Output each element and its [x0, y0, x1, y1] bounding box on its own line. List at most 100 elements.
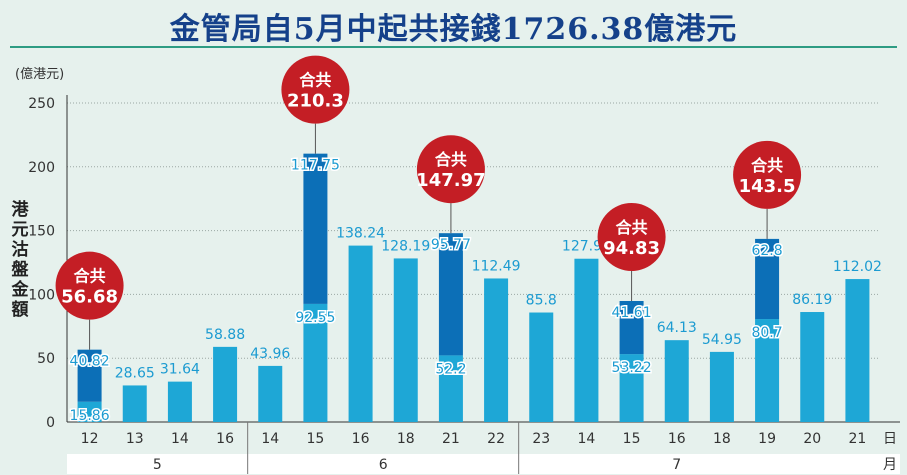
total-callout-prefix: 合共 [435, 150, 467, 169]
data-label: 43.96 [250, 346, 290, 362]
x-tick-label: 13 [126, 431, 144, 447]
y-unit-label: (億港元) [15, 66, 64, 82]
bar-segment [258, 365, 283, 422]
total-callout-value: 56.68 [61, 287, 118, 308]
total-callout [416, 135, 485, 204]
bar-segment [348, 245, 373, 422]
x-tick-label: 12 [81, 431, 99, 447]
y-axis-label-char: 港 [12, 199, 30, 220]
bar-segment [755, 238, 780, 320]
bar-segment [122, 385, 147, 422]
y-axis-label-char: 沽 [12, 239, 29, 260]
bar-segment [484, 278, 509, 422]
bar-segment [619, 354, 644, 422]
x-tick-label: 15 [307, 431, 325, 447]
y-tick-label: 0 [46, 415, 55, 431]
bar-segment [167, 381, 192, 422]
total-callout-prefix: 合共 [616, 218, 648, 237]
bar-segment [529, 312, 554, 422]
total-callout [55, 251, 124, 320]
data-label: 41.61 [612, 305, 652, 321]
bar-segment [800, 312, 825, 422]
data-label: 128.19 [381, 238, 430, 254]
x-tick-label: 14 [171, 431, 189, 447]
data-label: 28.65 [115, 365, 155, 381]
y-axis-label-char: 元 [12, 220, 29, 240]
total-callout-value: 210.3 [287, 91, 344, 112]
x-tick-label: 16 [668, 431, 686, 447]
data-label: 117.75 [291, 158, 340, 174]
bar-segment [845, 279, 870, 422]
x-unit-day-label: 日 [883, 431, 897, 447]
x-tick-label: 21 [849, 431, 867, 447]
x-tick-label: 21 [442, 431, 460, 447]
x-tick-label: 14 [578, 431, 596, 447]
data-label: 80.7 [751, 325, 782, 341]
data-label: 86.19 [792, 292, 832, 308]
data-label: 54.95 [702, 332, 742, 348]
data-label: 138.24 [336, 226, 385, 242]
month-band [67, 454, 900, 474]
data-label: 64.13 [657, 320, 697, 336]
bar-segment [77, 349, 102, 402]
x-tick-label: 23 [532, 431, 550, 447]
total-callout-prefix: 合共 [299, 71, 331, 90]
bar-segment [574, 258, 599, 422]
data-label: 58.88 [205, 327, 245, 343]
data-label: 31.64 [160, 362, 200, 378]
y-tick-label: 250 [28, 96, 55, 112]
total-callout [733, 140, 802, 209]
bar-segment [303, 303, 328, 422]
month-label: 7 [672, 457, 681, 473]
y-tick-label: 200 [28, 160, 55, 176]
chart-title: 金管局自5月中起共接錢1726.38億港元 [169, 12, 738, 47]
y-axis-label-char: 額 [11, 299, 29, 320]
bar-segment [664, 340, 689, 422]
data-label: 95.77 [431, 237, 471, 253]
total-callout [281, 55, 350, 124]
x-tick-label: 20 [803, 431, 821, 447]
x-unit-month-label: 月 [883, 457, 897, 473]
bar-segment [303, 153, 328, 304]
bar-segment [77, 401, 102, 422]
data-label: 112.49 [472, 258, 521, 274]
bar-segment [213, 346, 238, 422]
data-label: 92.55 [295, 310, 335, 326]
bar-segment [393, 258, 418, 422]
month-label: 5 [153, 457, 162, 473]
x-tick-label: 18 [713, 431, 731, 447]
bar-segment [438, 355, 463, 422]
x-tick-label: 16 [352, 431, 370, 447]
total-callout-value: 147.97 [416, 170, 485, 191]
data-label: 85.8 [526, 293, 557, 309]
data-label: 53.22 [612, 360, 652, 376]
y-tick-label: 50 [37, 351, 55, 367]
y-axis-label-char: 盤 [12, 259, 30, 280]
total-callout-value: 94.83 [603, 238, 660, 259]
total-callout-prefix: 合共 [74, 267, 106, 286]
bar-segment [619, 300, 644, 355]
bar-segment [438, 233, 463, 356]
bar-segment [709, 351, 734, 422]
y-tick-label: 150 [28, 224, 55, 240]
x-tick-label: 22 [487, 431, 505, 447]
y-tick-label: 100 [28, 287, 55, 303]
data-label: 52.2 [435, 361, 466, 377]
month-label: 6 [379, 457, 388, 473]
x-tick-label: 18 [397, 431, 415, 447]
x-tick-label: 16 [216, 431, 234, 447]
total-callout-value: 143.5 [739, 176, 796, 197]
data-label: 62.8 [751, 243, 782, 259]
data-label: 15.86 [70, 408, 110, 424]
x-tick-label: 15 [623, 431, 641, 447]
total-callout-prefix: 合共 [751, 156, 783, 175]
title-divider [10, 46, 897, 48]
total-callout [597, 202, 666, 271]
x-tick-label: 14 [261, 431, 279, 447]
x-tick-label: 19 [758, 431, 776, 447]
y-axis-label-char: 金 [11, 279, 30, 300]
data-label: 112.02 [833, 259, 882, 275]
bar-segment [755, 319, 780, 422]
data-label: 40.82 [70, 354, 110, 370]
